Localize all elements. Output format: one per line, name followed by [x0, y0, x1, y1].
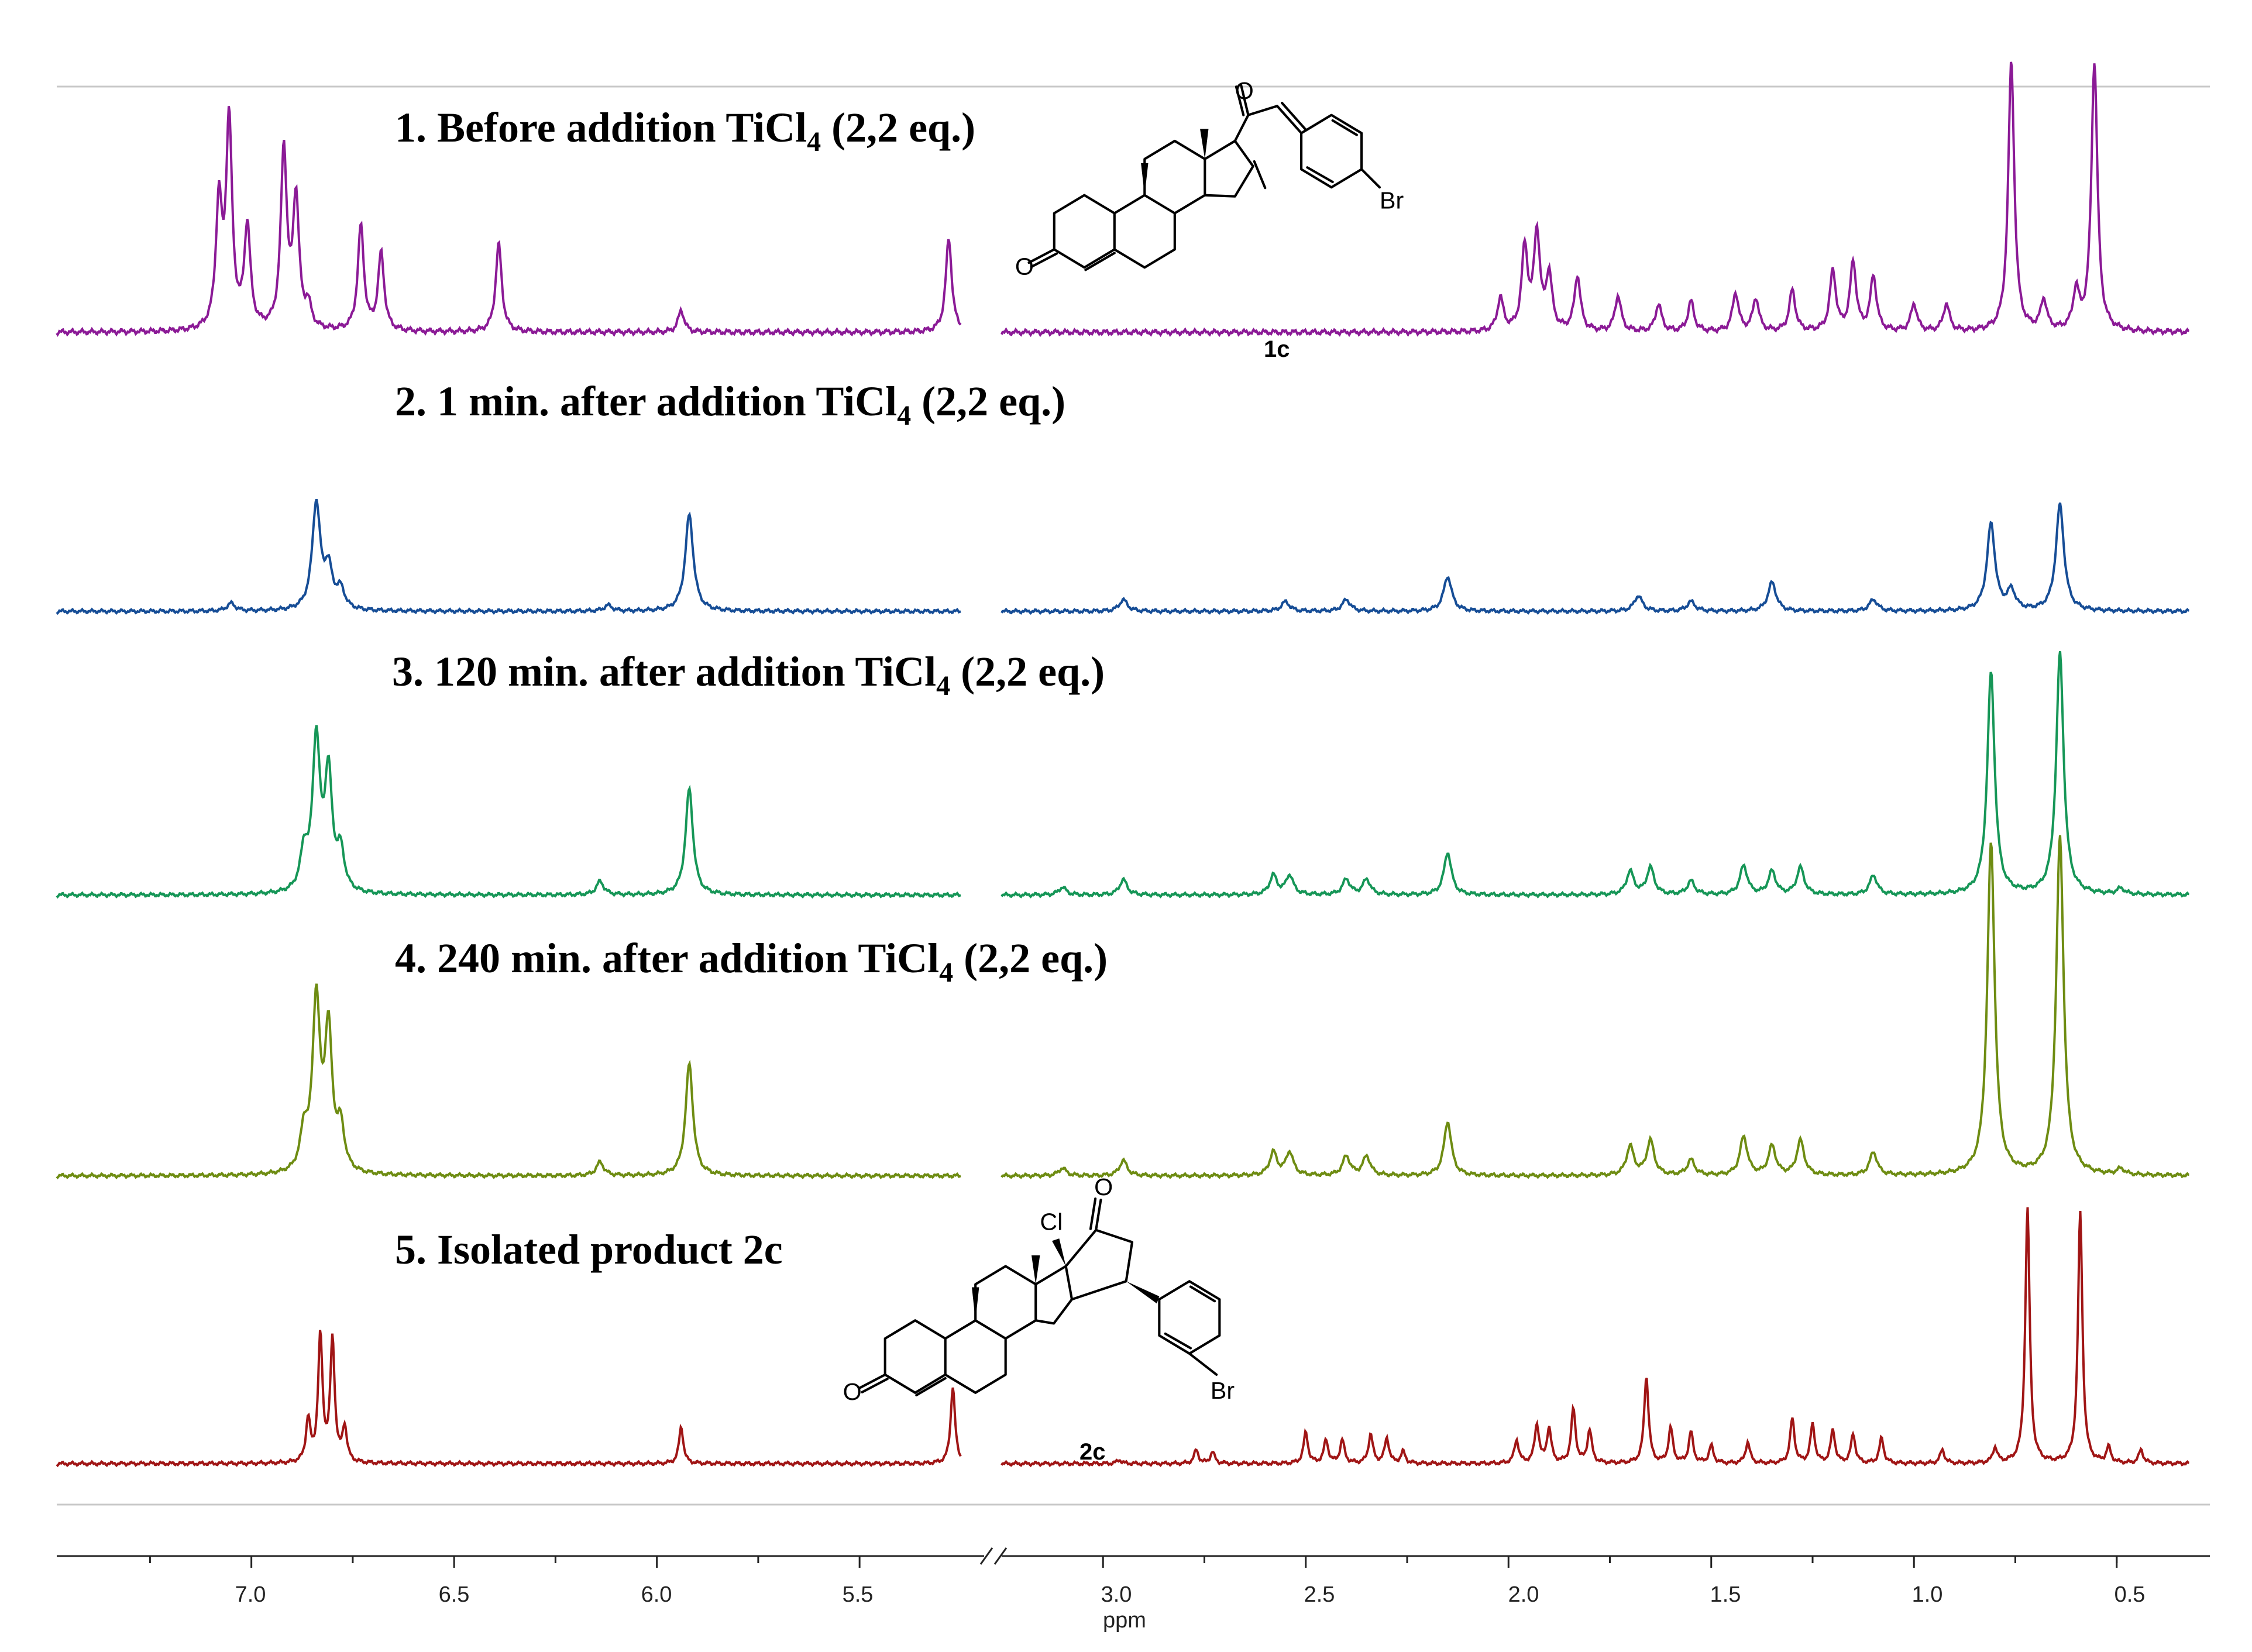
spectrum-trace-5-left	[56, 1330, 962, 1468]
ring-b-bonds-2c	[944, 1319, 1007, 1394]
side-chain-bond	[1233, 113, 1250, 142]
enone-carbonyl-double	[1235, 85, 1245, 116]
aryl-double-2-2c	[1189, 1285, 1216, 1303]
atom-o-ketone-2c: O	[843, 1378, 862, 1405]
structure-2c: Cl O O Br	[843, 1173, 1235, 1405]
compound-label-2c: 2c	[1079, 1439, 1106, 1465]
methyl-wedge-c10-2c	[972, 1287, 979, 1321]
ring-e-carbonyl-double	[1089, 1197, 1097, 1230]
ring-d-alkene	[1253, 160, 1267, 190]
x-tick-label-6.5: 6.5	[439, 1582, 470, 1607]
ketone-double-bond-2c	[861, 1378, 889, 1393]
spectrum-trace-2-left	[56, 498, 961, 615]
aryl-br-bond	[1360, 168, 1381, 189]
methyl-wedge-c13	[1200, 129, 1209, 159]
atom-o-enone: O	[1235, 77, 1254, 104]
chloro-wedge	[1052, 1238, 1066, 1266]
spectrum-trace-4-left	[56, 983, 961, 1180]
ring-e-bonds-2c	[1064, 1228, 1134, 1301]
atom-br-2c: Br	[1211, 1377, 1235, 1404]
x-tick-label-5.5: 5.5	[843, 1582, 874, 1607]
aryl-br-bond-2c	[1188, 1352, 1218, 1376]
ring-a-double-bond	[1084, 252, 1116, 271]
aryl-wedge	[1126, 1281, 1160, 1304]
x-tick-label-1.0: 1.0	[1912, 1582, 1943, 1607]
spectrum-trace-1-left	[56, 106, 962, 338]
atom-o-ketone: O	[1015, 253, 1034, 280]
trace-label-5: 5. Isolated product 2c	[395, 1226, 783, 1273]
axis-break-mark-2	[993, 1547, 1008, 1565]
x-tick-label-0.5: 0.5	[2115, 1582, 2146, 1607]
x-axis-title: ppm	[1103, 1608, 1146, 1633]
aryl-ring-2c	[1158, 1280, 1221, 1355]
ketone-bond	[1027, 248, 1055, 264]
x-tick-label-1.5: 1.5	[1710, 1582, 1741, 1607]
x-tick-label-2.5: 2.5	[1304, 1582, 1335, 1607]
enone-double	[1281, 101, 1308, 132]
trace-label-3: 3. 120 min. after addition TiCl4 (2,2 eq…	[392, 648, 1105, 701]
aryl-double-2	[1331, 119, 1358, 136]
ketone-double-bond	[1030, 252, 1058, 269]
spectra-traces	[56, 61, 2189, 1468]
ketone-bond-2c	[858, 1373, 886, 1389]
methyl-wedge-c13-2c	[1031, 1255, 1040, 1285]
enone-carbonyl	[1240, 84, 1250, 116]
enone-bond-2	[1275, 105, 1303, 135]
structure-1c: O O Br	[1015, 77, 1404, 280]
spectrum-trace-5-right	[1000, 1207, 2189, 1468]
compound-label-1c: 1c	[1264, 336, 1290, 362]
ring-d-bonds	[1204, 139, 1254, 198]
atom-o-cyclopentanone: O	[1094, 1173, 1113, 1200]
spectrum-trace-4-right	[1000, 835, 2189, 1179]
spectrum-trace-3-right	[1000, 651, 2189, 899]
spectrum-trace-2-right	[1000, 503, 2189, 615]
atom-br-1c: Br	[1380, 187, 1404, 214]
x-tick-label-3.0: 3.0	[1101, 1582, 1132, 1607]
methyl-wedge-c10	[1141, 163, 1149, 195]
x-tick-label-7.0: 7.0	[235, 1582, 266, 1607]
enone-bond-1	[1247, 105, 1278, 116]
x-tick-label-6.0: 6.0	[641, 1582, 672, 1607]
x-tick-label-2.0: 2.0	[1508, 1582, 1539, 1607]
aryl-double-1	[1306, 166, 1334, 184]
trace-label-1: 1. Before addition TiCl4 (2,2 eq.)	[395, 104, 975, 157]
spectrum-trace-1-right	[1000, 61, 2189, 338]
ring-e-carbonyl	[1095, 1199, 1102, 1231]
ring-a-double-bond-2c	[915, 1377, 947, 1396]
x-axis-ticks	[149, 1556, 2118, 1568]
axis-break-mark-1	[979, 1547, 993, 1565]
atom-cl-2c: Cl	[1040, 1209, 1063, 1235]
aryl-double-1-2c	[1164, 1332, 1192, 1350]
trace-label-2: 2. 1 min. after addition TiCl4 (2,2 eq.)	[395, 378, 1065, 431]
ring-b-bonds	[1113, 194, 1176, 269]
spectrum-trace-3-left	[56, 725, 961, 899]
x-axis: 7.0 6.5 6.0 5.5 3.0 2.5 2.0 1.5 1.0 0.5 …	[57, 1547, 2210, 1633]
trace-label-4: 4. 240 min. after addition TiCl4 (2,2 eq…	[395, 935, 1108, 988]
